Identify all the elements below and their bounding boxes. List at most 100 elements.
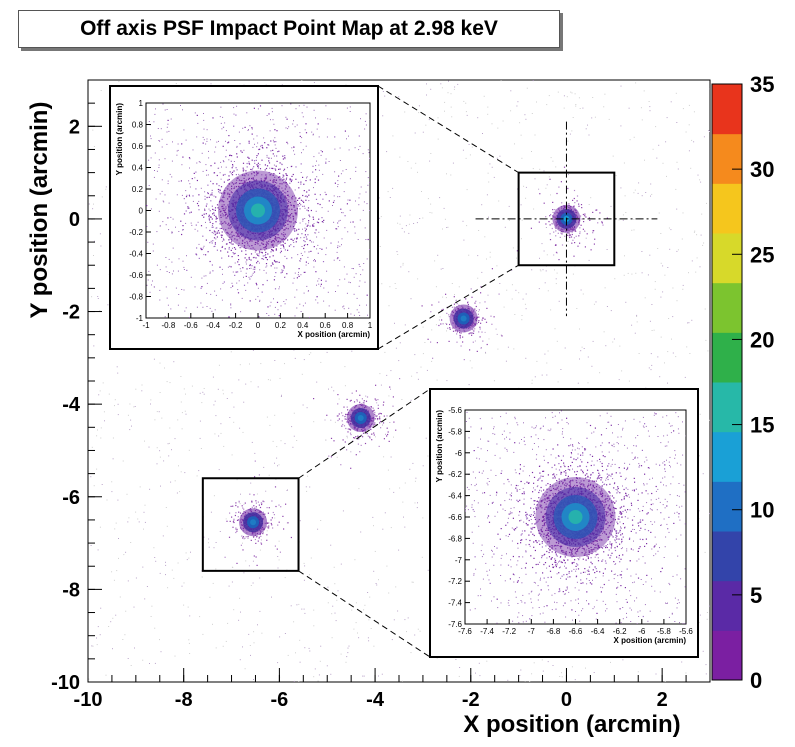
x-tick-label: 2 [657, 689, 668, 711]
main-axes: -10 -8 -6 -4 -2 0 2-10-8-6-4-202 [51, 79, 711, 711]
inset-x-tick-label: 0.2 [275, 321, 287, 330]
inset-off-axis: -7.6 -7.4 -7.2 -7 -6.8 -6.6 -6.4 -6.2 -6 -5.8 -5.6… [429, 388, 699, 658]
colorbar-segment [712, 84, 742, 135]
inset-y-tick-label: -0.4 [129, 250, 143, 259]
colorbar-segment [712, 481, 742, 532]
colorbar-frame [711, 83, 743, 681]
inset-y-tick-label: 1 [139, 99, 144, 108]
connector-line [377, 85, 519, 174]
inset-x-tick-label: -5.6 [679, 627, 693, 636]
colorbar-tick-label: 35 [750, 72, 774, 97]
inset-y-tick-label: -6 [455, 449, 463, 458]
inset-scatter [146, 103, 370, 318]
inset-x-tick-label: -6.8 [547, 627, 561, 636]
connector-line [298, 388, 431, 479]
colorbar-tick-label: 10 [750, 498, 774, 523]
inset-y-tick-label: -1 [136, 314, 144, 323]
x-tick-label: -6 [270, 689, 288, 711]
zoom-connector-lines [201, 85, 616, 658]
y-tick-label: -6 [62, 487, 80, 509]
inset-x-tick-label: -6 [638, 627, 646, 636]
y-tick-label: -2 [62, 302, 80, 324]
y-tick-label: 2 [69, 116, 80, 138]
inset-x-tick-label: 1 [368, 321, 373, 330]
colorbar-tick-label: 0 [750, 668, 762, 693]
colorbar-segment [712, 133, 742, 184]
inset-x-label: X position (arcmin) [614, 636, 687, 645]
x-axis-label: X position (arcmin) [463, 711, 680, 738]
inset-x-tick-label: -7.2 [502, 627, 516, 636]
psf-spots [203, 166, 608, 566]
inset-x-tick-label: 0.6 [320, 321, 332, 330]
colorbar-tick-label: 30 [750, 157, 774, 182]
colorbar-segment [712, 332, 742, 383]
inset-y-tick-label: -7.2 [448, 577, 462, 586]
inset-y-label: Y position (arcmin) [115, 103, 124, 176]
zoom-box-on-axis [517, 171, 616, 267]
colorbar-segment [712, 431, 742, 482]
inset-y-tick-label: -5.8 [448, 427, 462, 436]
inset-y-tick-label: -6.4 [448, 492, 462, 501]
colorbar-segment [712, 580, 742, 631]
inset-x-tick-label: -0.4 [206, 321, 220, 330]
spot-4 [203, 460, 300, 566]
inset-y-tick-label: -0.8 [129, 293, 143, 302]
inset-y-tick-label: -6.6 [448, 513, 462, 522]
inset-y-tick-label: -6.8 [448, 534, 462, 543]
x-tick-label: -8 [175, 689, 193, 711]
chart-title-box: Off axis PSF Impact Point Map at 2.98 ke… [18, 10, 560, 48]
inset-x-tick-label: -6.4 [591, 627, 605, 636]
inset-y-tick-label: -7.6 [448, 620, 462, 629]
x-tick-label: -2 [462, 689, 480, 711]
colorbar-tick-label: 15 [750, 413, 774, 438]
inset-x-tick-label: -6.2 [613, 627, 627, 636]
connector-line [377, 264, 519, 350]
y-tick-label: -10 [51, 672, 80, 694]
inset-x-tick-label: -1 [142, 321, 150, 330]
inset-x-tick-label: -5.8 [657, 627, 671, 636]
inset-on-axis: -1 -0.8 -0.6 -0.4 -0.2 0 0.2 0.4 0.6 0.8 1 1 0.8 0.6 0… [109, 85, 379, 350]
inset-x-tick-label: 0.4 [297, 321, 309, 330]
inset-scatter [465, 410, 686, 624]
y-tick-label: -4 [62, 394, 81, 416]
colorbar-segment [712, 382, 742, 433]
colorbar-tick-label: 25 [750, 242, 774, 267]
inset-x-tick-label: -0.8 [162, 321, 176, 330]
inset-y-tick-label: -0.6 [129, 271, 143, 280]
inset-x-tick-label: -0.6 [184, 321, 198, 330]
colorbar: 0 5 10 15 20 25 30 35 [711, 72, 774, 693]
inset-y-tick-label: -0.2 [129, 228, 143, 237]
colorbar-segment [712, 233, 742, 284]
colorbar-segment [712, 282, 742, 333]
inset-y-tick-label: 0.6 [132, 142, 144, 151]
colorbar-tick-label: 5 [750, 583, 762, 608]
spot-2 [421, 268, 503, 361]
inset-x-tick-label: 0.8 [342, 321, 354, 330]
inset-y-tick-label: -7.4 [448, 599, 462, 608]
colorbar-segment [712, 630, 742, 681]
inset-y-tick-label: 0.4 [132, 164, 144, 173]
connector-line [298, 570, 431, 658]
inset-x-tick-label: -6.6 [569, 627, 583, 636]
x-tick-label: -10 [74, 689, 103, 711]
inset-y-tick-label: -6.2 [448, 470, 462, 479]
colorbar-segment [712, 183, 742, 234]
spot-3 [313, 378, 401, 469]
inset-x-tick-label: -7.4 [480, 627, 494, 636]
inset-y-tick-label: -5.6 [448, 406, 462, 415]
inset-x-tick-label: -0.2 [229, 321, 243, 330]
inset-y-tick-label: 0.8 [132, 121, 144, 130]
inset-x-tick-label: 0 [256, 321, 261, 330]
inset-x-tick-label: -7 [528, 627, 536, 636]
inset-x-label: X position (arcmin) [298, 330, 371, 339]
inset-y-tick-label: 0.2 [132, 185, 144, 194]
y-tick-label: -8 [62, 579, 80, 601]
inset-x-tick-label: -7.6 [458, 627, 472, 636]
chart-title: Off axis PSF Impact Point Map at 2.98 ke… [80, 17, 498, 40]
inset-y-tick-label: -7 [455, 556, 463, 565]
y-axis-label: Y position (arcmin) [26, 102, 53, 319]
colorbar-segment [712, 531, 742, 582]
inset-y-tick-label: 0 [139, 207, 144, 216]
inset-y-label: Y position (arcmin) [435, 410, 444, 483]
